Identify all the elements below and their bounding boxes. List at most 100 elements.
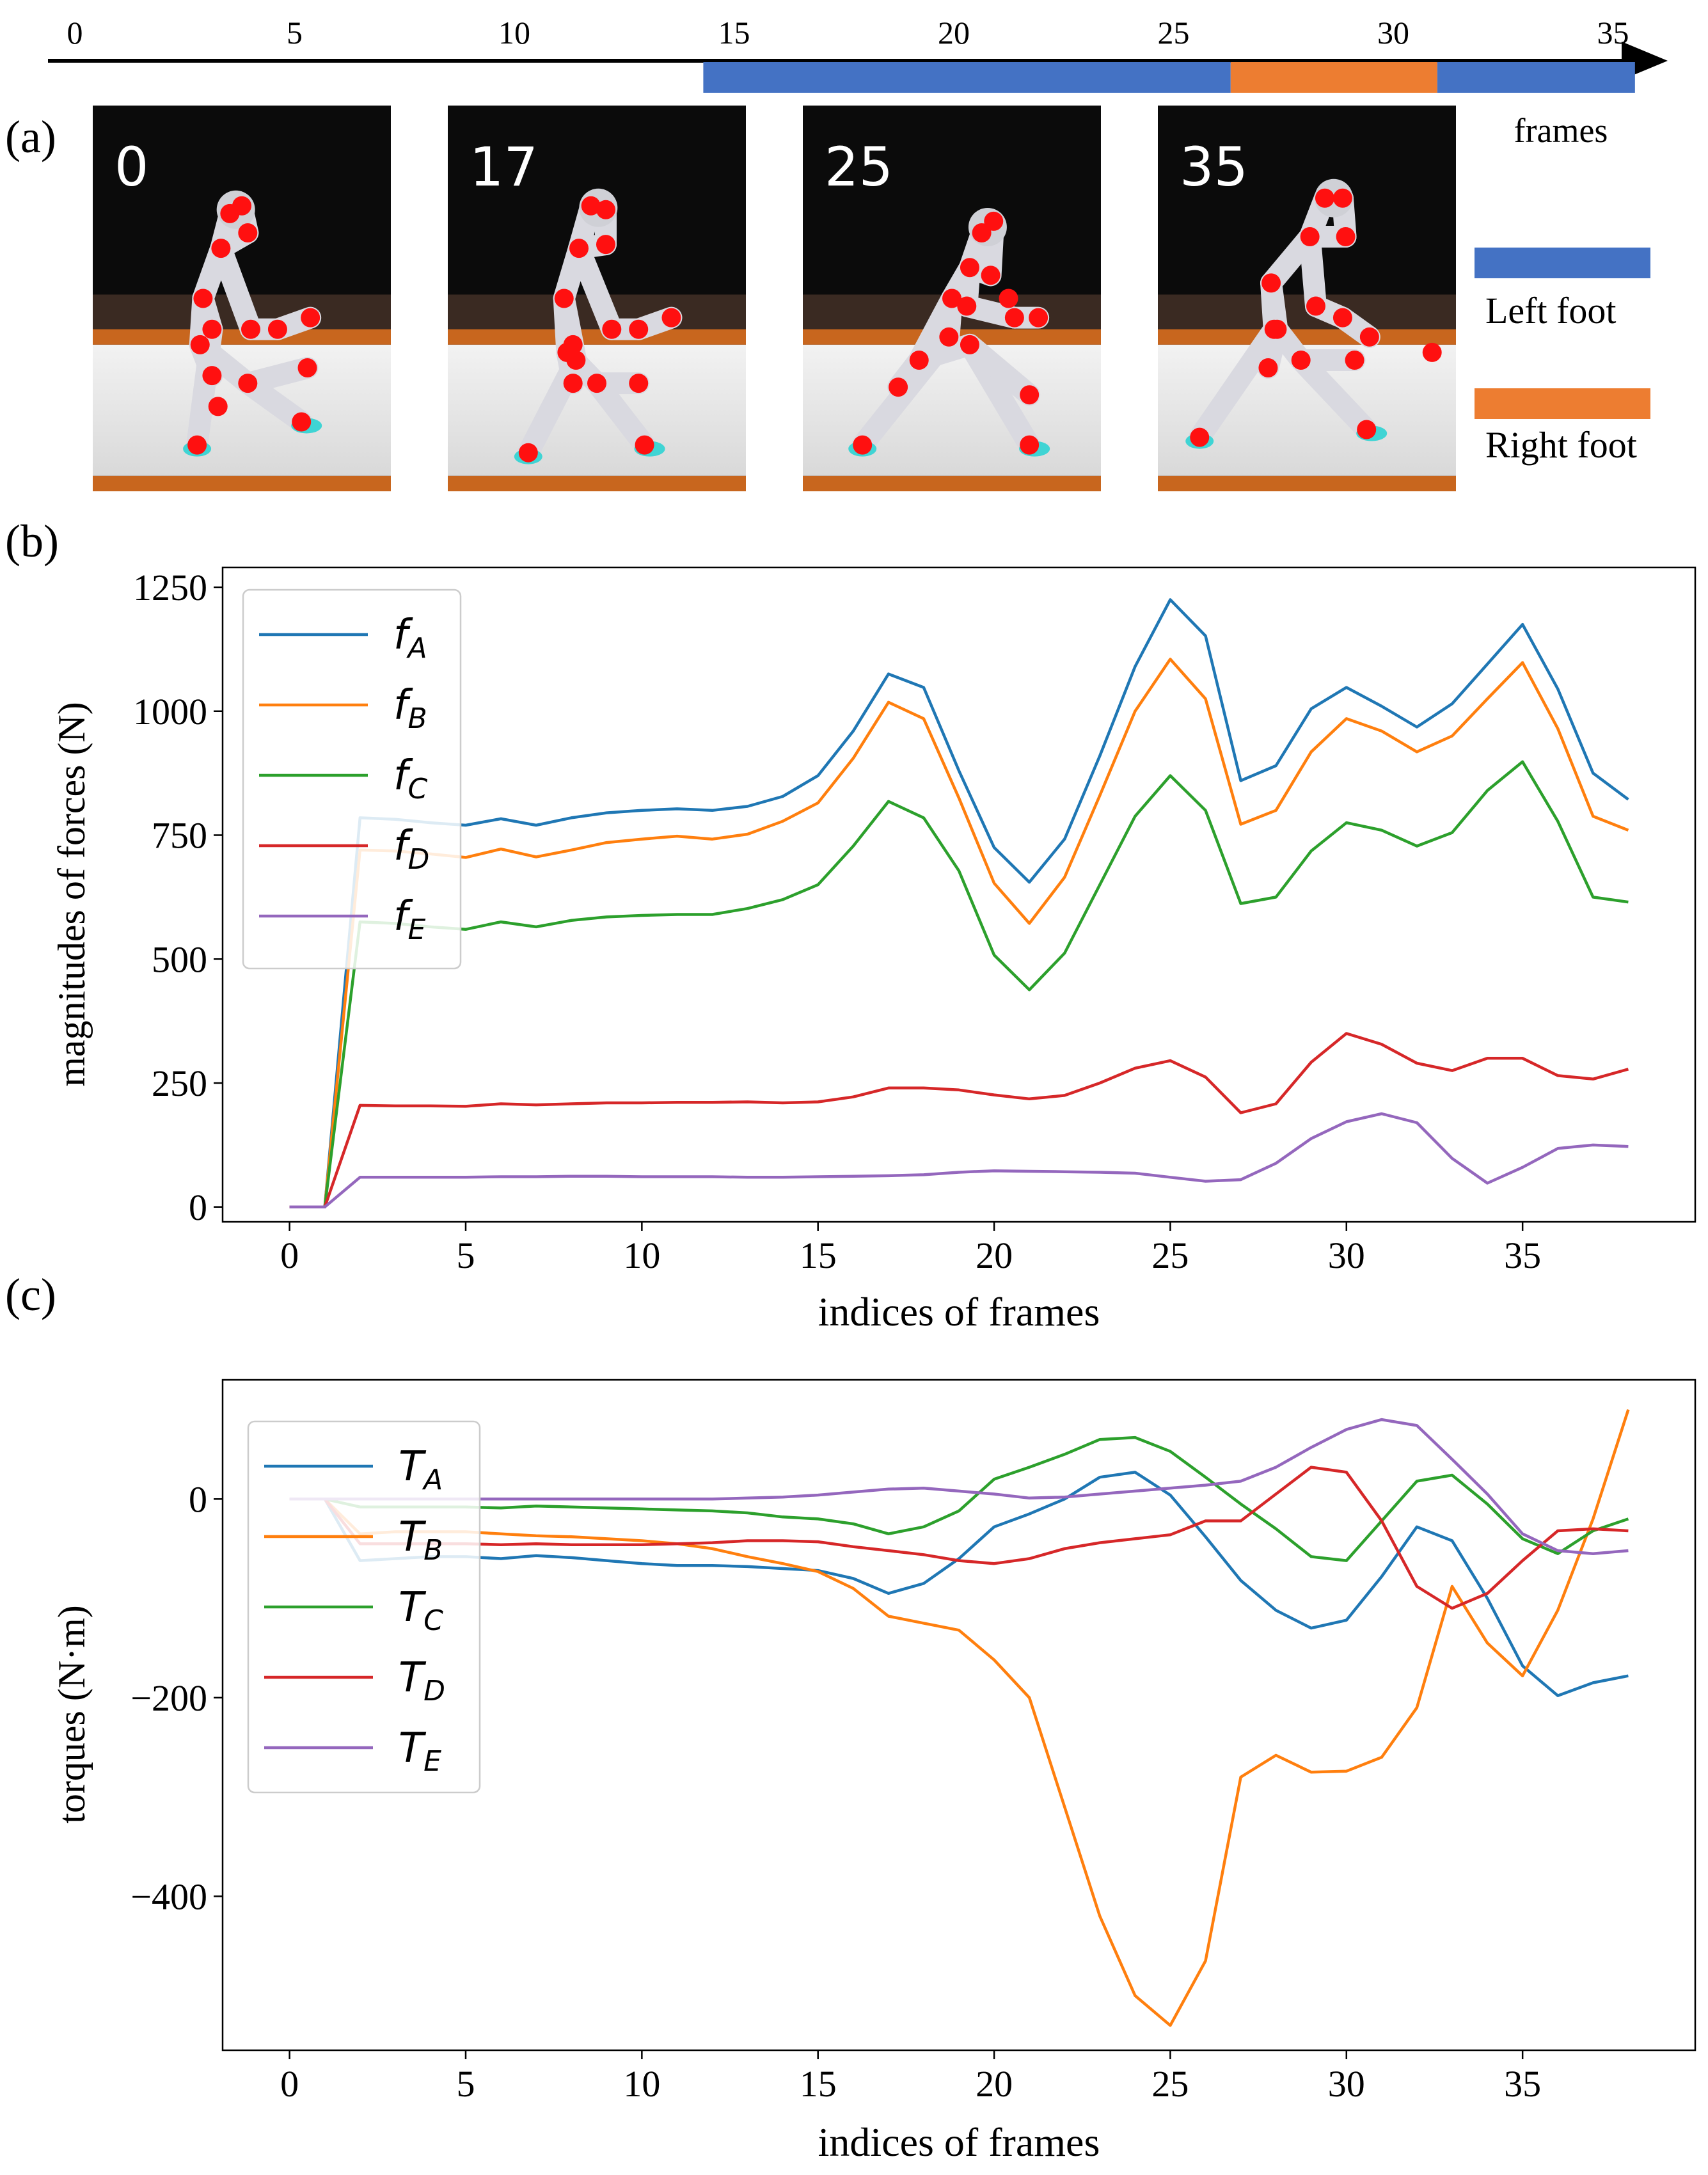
legend-entry-subscript: B <box>408 702 427 735</box>
keypoint-marker <box>1020 385 1040 405</box>
keypoint-marker <box>238 374 258 393</box>
thumbnail-floor <box>93 344 391 476</box>
frame-thumbnail: 35 <box>1158 106 1456 491</box>
y-tick-label: −400 <box>130 1876 207 1917</box>
keypoint-marker <box>1336 227 1356 247</box>
keypoint-marker <box>1315 188 1334 208</box>
keypoint-marker <box>629 319 649 339</box>
timeline-tick-label: 30 <box>1377 15 1409 51</box>
thumbnail-floor <box>448 344 746 476</box>
keypoint-marker <box>1300 227 1320 247</box>
legend-entry-subscript: D <box>408 843 430 876</box>
keypoint-marker <box>569 239 589 258</box>
legend-entry-subscript: D <box>423 1675 445 1707</box>
keypoint-marker <box>563 335 583 354</box>
keypoint-marker <box>267 319 287 339</box>
keypoint-marker <box>554 289 574 308</box>
forces-plot-frame <box>221 566 1696 1223</box>
forces-y-ticks: 0 250 500 750 1000 1250 <box>133 567 223 1228</box>
legend-entry-subscript: A <box>406 632 427 665</box>
forces-y-axis-label: magnitudes of forces (N) <box>51 702 93 1086</box>
keypoint-marker <box>238 223 258 242</box>
keypoint-marker <box>853 435 873 455</box>
keypoint-marker <box>629 374 649 393</box>
series-line-fA <box>289 598 1629 1209</box>
timeline-tick-label: 5 <box>287 15 303 51</box>
thumbnail-floor-edge <box>448 475 746 491</box>
y-tick-label: 250 <box>152 1063 207 1104</box>
legend-entry-subscript: C <box>408 773 428 805</box>
y-tick-label: 0 <box>189 1478 207 1520</box>
x-tick-label: 10 <box>623 2063 660 2105</box>
y-tick-label: 1250 <box>133 567 207 608</box>
thumbnail-floor <box>803 344 1101 476</box>
legend-entry-subscript: E <box>408 913 426 946</box>
right-foot-swatch <box>1475 388 1650 419</box>
foot-legend: Left foot Right foot <box>1475 248 1650 466</box>
frame-number-label: 35 <box>1180 136 1248 198</box>
right-foot-contact-bar <box>1230 62 1437 93</box>
keypoint-marker <box>596 200 615 219</box>
keypoint-marker <box>981 265 1000 285</box>
frame-thumbnail: 25 <box>803 106 1101 491</box>
keypoint-marker <box>889 377 908 397</box>
fencer-limb <box>237 357 319 395</box>
legend-entry: fC <box>393 752 428 805</box>
x-tick-label: 5 <box>456 2063 475 2105</box>
keypoint-marker <box>1020 435 1040 455</box>
keypoint-marker <box>1004 308 1024 328</box>
timeline-frames-label: frames <box>1514 111 1608 150</box>
keypoint-marker <box>1359 327 1379 347</box>
forces-chart: 0 5 10 15 20 25 30 35 0 250 500 750 1000 1250 indice… <box>51 566 1696 1334</box>
keypoint-marker <box>202 319 222 339</box>
y-tick-label: 500 <box>152 938 207 980</box>
frame-number-label: 17 <box>470 136 538 198</box>
keypoint-marker <box>193 289 213 308</box>
fencer-limb <box>210 237 262 340</box>
y-tick-label: −200 <box>130 1677 207 1719</box>
x-tick-label: 10 <box>623 1235 660 1276</box>
keypoint-marker <box>1258 358 1278 378</box>
keypoint-marker <box>596 235 615 255</box>
x-tick-label: 0 <box>280 2063 299 2105</box>
y-tick-label: 0 <box>189 1187 207 1228</box>
frame-thumbnail: 17 <box>448 106 746 491</box>
series-line-TD <box>289 1466 1629 1610</box>
thumbnail-floor-edge <box>1158 475 1456 491</box>
series-line-fB <box>289 658 1629 1209</box>
legend-entry-subscript: A <box>422 1464 443 1496</box>
panel-label-a: (a) <box>5 111 56 162</box>
keypoint-marker <box>972 223 992 242</box>
keypoint-marker <box>1345 350 1364 370</box>
right-foot-label: Right foot <box>1485 424 1637 466</box>
legend-entry-subscript: C <box>423 1604 443 1637</box>
x-tick-label: 20 <box>976 1235 1013 1276</box>
keypoint-marker <box>1332 188 1352 208</box>
x-tick-label: 35 <box>1504 1235 1541 1276</box>
keypoint-marker <box>999 289 1018 308</box>
left-foot-contact-bar <box>703 62 1231 93</box>
keypoint-marker <box>208 397 228 416</box>
frame-thumbnails: 0 17 25 35 <box>93 106 1456 491</box>
timeline-tick-label: 0 <box>67 15 83 51</box>
frame-number-label: 25 <box>825 136 893 198</box>
left-foot-label: Left foot <box>1485 290 1617 331</box>
keypoint-marker <box>187 435 207 455</box>
torques-y-axis-label: torques (N·m) <box>51 1605 93 1824</box>
torques-series <box>289 1409 1630 2027</box>
keypoint-marker <box>241 319 260 339</box>
keypoint-marker <box>190 335 210 354</box>
x-tick-label: 30 <box>1328 1235 1365 1276</box>
keypoint-marker <box>292 412 312 432</box>
timeline-tick-label: 25 <box>1158 15 1190 51</box>
x-tick-label: 25 <box>1151 1235 1189 1276</box>
x-tick-label: 0 <box>280 1235 299 1276</box>
x-tick-label: 15 <box>800 2063 837 2105</box>
keypoint-marker <box>1264 319 1284 339</box>
forces-x-axis-label: indices of frames <box>818 1289 1100 1334</box>
keypoint-marker <box>587 374 606 393</box>
timeline: 0 5 10 15 20 25 30 35 frames <box>48 15 1668 150</box>
keypoint-marker <box>635 435 654 455</box>
